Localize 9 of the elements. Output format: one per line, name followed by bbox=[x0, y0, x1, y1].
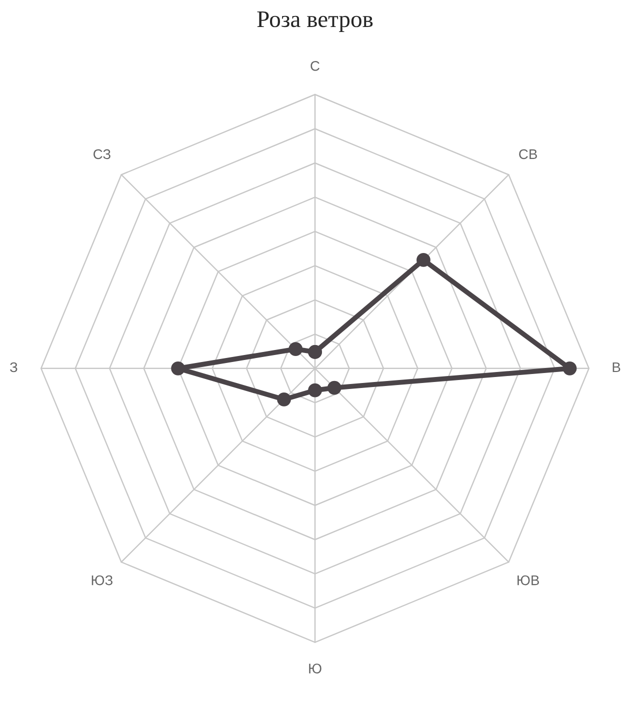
spoke-label: С bbox=[310, 61, 320, 71]
spoke-label: ЮВ bbox=[518, 575, 539, 586]
spoke-label: СВ bbox=[519, 149, 537, 160]
chart-title: Роза ветров bbox=[257, 11, 373, 32]
spoke-label: З bbox=[10, 362, 18, 372]
spoke-label: Ю bbox=[309, 664, 322, 674]
spoke-label: ЮЗ bbox=[92, 575, 112, 586]
spoke-label: СЗ bbox=[94, 149, 110, 160]
spoke-label: В bbox=[612, 362, 620, 372]
